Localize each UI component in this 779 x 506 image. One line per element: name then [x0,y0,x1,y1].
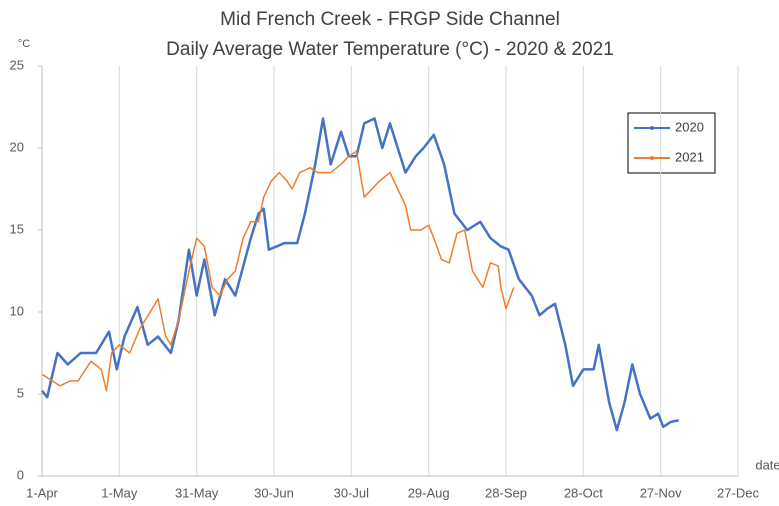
chart-title: Mid French Creek - FRGP Side Channel [220,9,560,30]
y-tick-label: 25 [10,57,24,72]
x-tick-label: 1-May [101,485,138,500]
data-line [41,117,679,432]
x-tick-label: 28-Oct [564,485,603,500]
x-tick-label: 1-Apr [26,485,58,500]
x-tick-label: 27-Nov [640,485,682,500]
legend-marker [650,156,654,160]
legend-label: 2021 [675,149,704,164]
x-tick-label: 31-May [175,485,219,500]
x-tick-label: 30-Jun [254,485,294,500]
y-tick-label: 15 [10,221,24,236]
y-tick-label: 5 [17,385,24,400]
legend-box [627,112,716,174]
x-tick-label: 30-Jul [334,485,370,500]
legend-marker [650,126,654,130]
y-tick-label: 0 [17,467,24,482]
legend-label: 2020 [675,119,704,134]
x-tick-label: 29-Aug [408,485,450,500]
y-tick-label: 10 [10,303,24,318]
x-tick-label: 28-Sep [485,485,527,500]
chart-subtitle: Daily Average Water Temperature (°C) - 2… [166,39,614,60]
y-axis-label: °C [18,38,30,50]
x-tick-label: 27-Dec [717,485,759,500]
data-line [41,150,515,392]
x-axis-label: date [755,457,779,472]
y-tick-label: 20 [10,139,24,154]
